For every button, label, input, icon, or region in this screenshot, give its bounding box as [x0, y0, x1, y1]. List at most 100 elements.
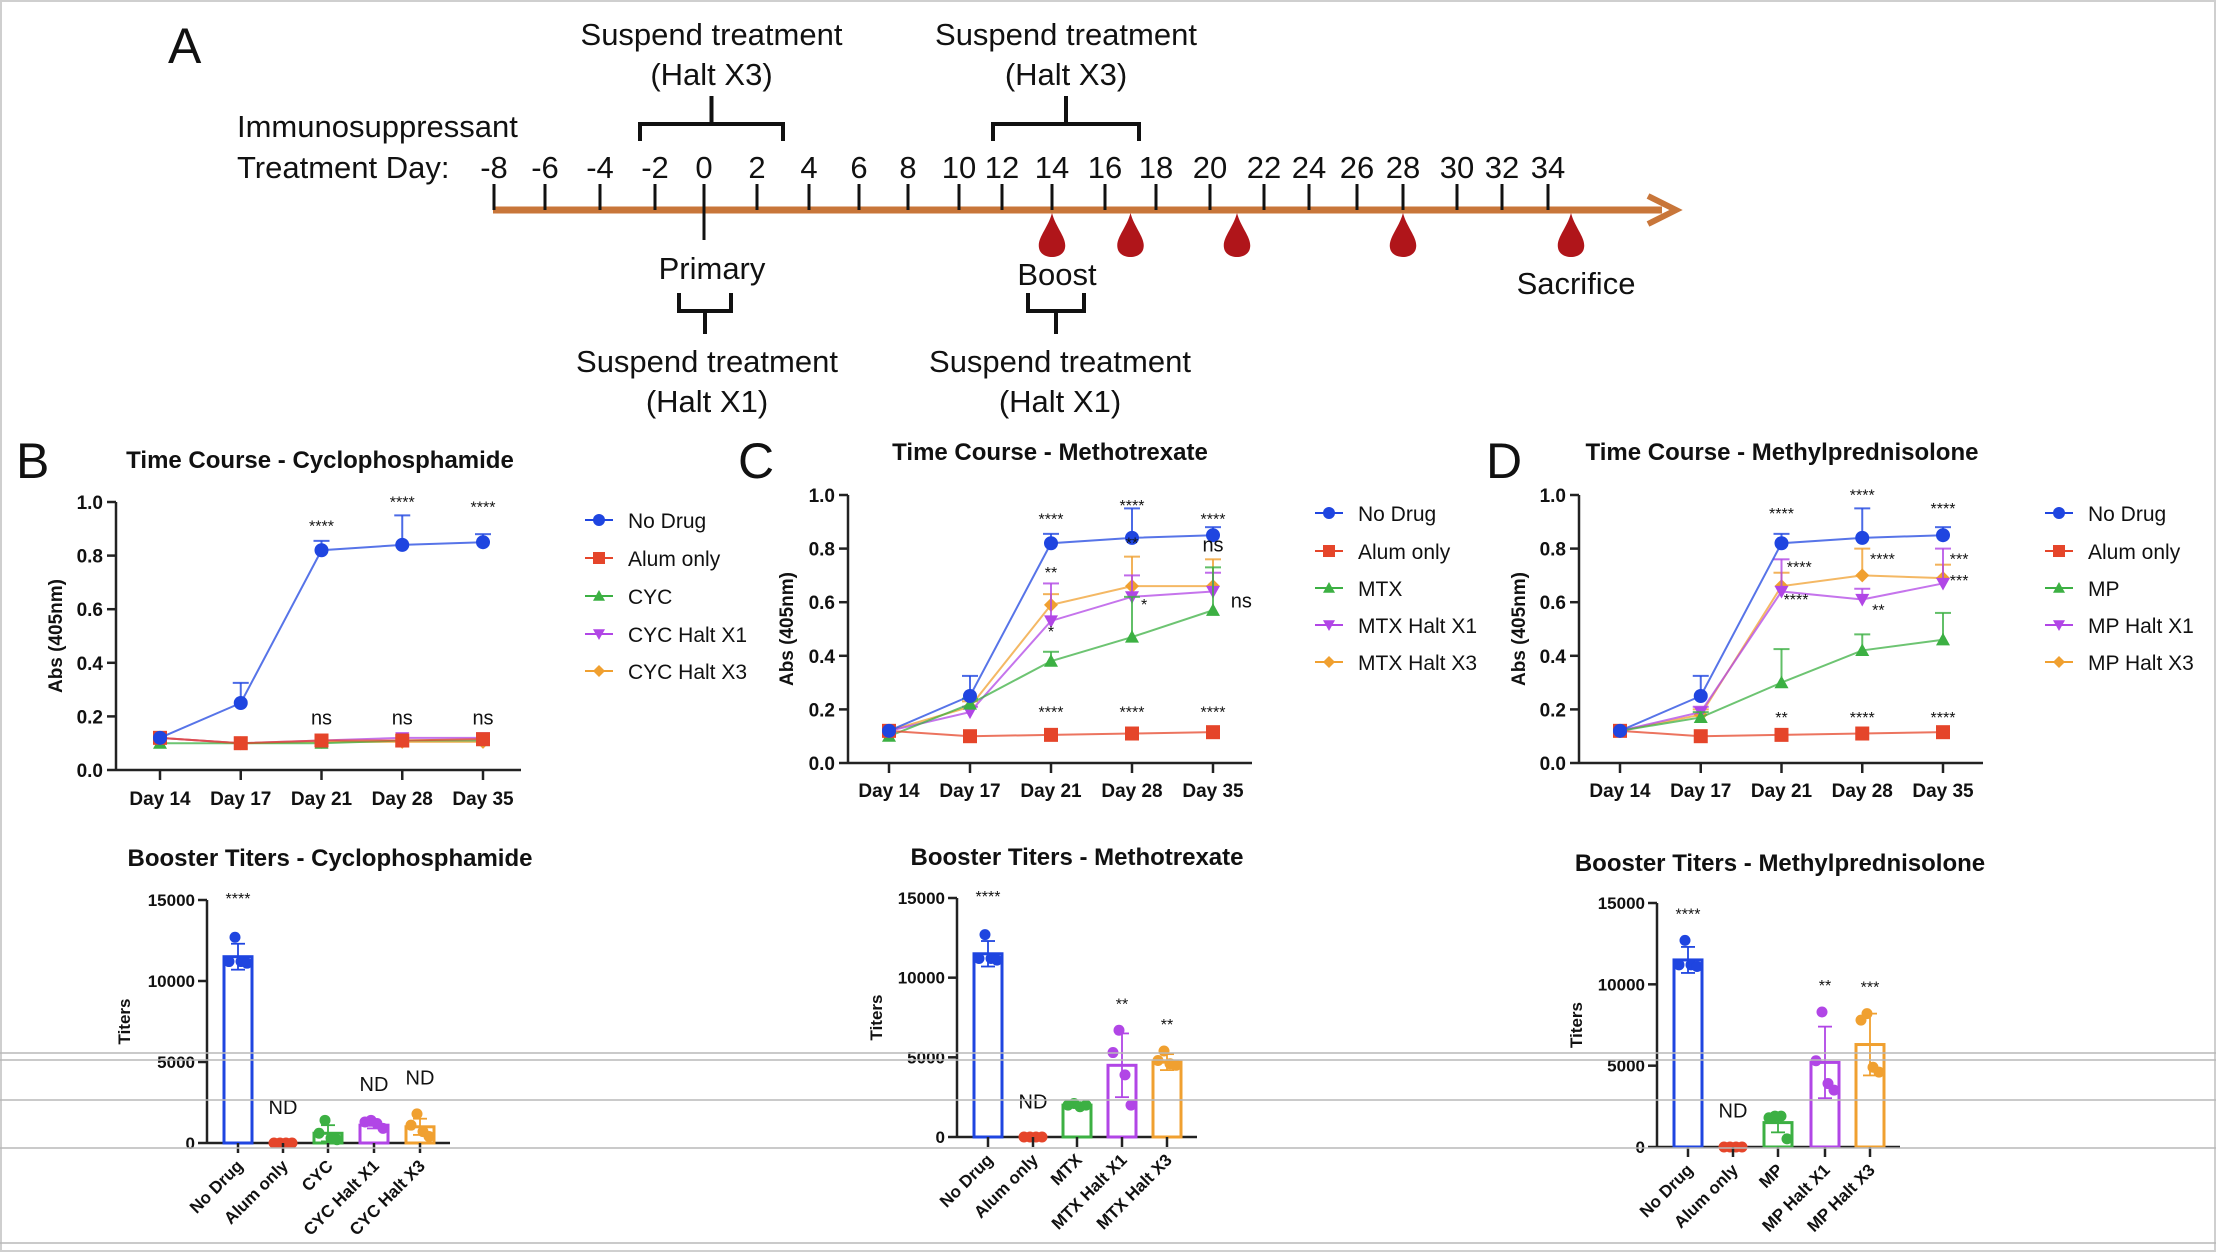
timeline-tick-label: 28 — [1386, 150, 1420, 185]
y-tick-label: 5000 — [1607, 1057, 1645, 1076]
y-tick-label: 0.2 — [1540, 700, 1566, 721]
y-tick-label: 10000 — [148, 972, 195, 991]
chart-title: Time Course - Methylprednisolone — [1586, 439, 1979, 466]
data-point — [1936, 528, 1950, 543]
time-course-chart: C Time Course - Methotrexate Abs (405nm) 0.… — [738, 433, 1477, 802]
series-mp-halt-x1 — [1613, 547, 1951, 738]
blood-drop-icon — [1223, 213, 1251, 257]
data-point — [377, 1122, 389, 1134]
timeline-tick-label: 10 — [942, 150, 976, 185]
legend-item: CYC — [585, 586, 672, 609]
data-point — [405, 1119, 417, 1131]
y-tick-label: 0 — [186, 1134, 195, 1153]
legend-label: No Drug — [1358, 503, 1436, 526]
significance-label: **** — [1120, 704, 1145, 721]
data-point — [979, 929, 991, 941]
data-point — [1763, 1112, 1775, 1124]
legend-label: Alum only — [2088, 541, 2181, 564]
significance-label: ** — [1161, 1017, 1173, 1034]
legend-item: Alum only — [2045, 541, 2181, 564]
panel-label: B — [16, 433, 49, 489]
data-point — [1828, 1084, 1840, 1096]
y-tick-label: 5000 — [157, 1053, 195, 1072]
timeline-panel: A Immunosuppressant Treatment Day: -8 -6 -4 -2… — [168, 17, 1683, 419]
legend-item: MP Halt X3 — [2045, 652, 2194, 675]
y-tick-label: 0.2 — [809, 700, 835, 721]
data-point — [1119, 1069, 1131, 1081]
data-point — [1206, 528, 1220, 543]
legend-marker-triangle-down-icon — [593, 629, 605, 640]
x-tick-label: Day 28 — [1101, 781, 1162, 802]
y-tick-label: 0.2 — [77, 707, 103, 728]
panel-label: D — [1486, 433, 1522, 489]
significance-label: ** — [1819, 978, 1831, 995]
significance-label: **** — [1039, 511, 1064, 528]
data-point — [153, 730, 167, 745]
data-point — [1936, 577, 1950, 591]
data-point — [963, 697, 977, 710]
legend-label: MTX Halt X1 — [1358, 615, 1477, 638]
timeline-tick-label: -4 — [586, 150, 614, 185]
significance-label: ** — [1045, 565, 1057, 582]
timeline-tick-label: 34 — [1531, 150, 1565, 185]
y-tick-label: 5000 — [907, 1048, 945, 1067]
significance-label: **** — [471, 500, 496, 517]
data-point — [1855, 726, 1870, 741]
chart-title: Time Course - Methotrexate — [892, 439, 1208, 466]
legend-label: No Drug — [628, 510, 706, 533]
halt-x3-label-line2: (Halt X3) — [1005, 57, 1127, 92]
timeline-axis-label-line1: Immunosuppressant — [237, 109, 518, 144]
data-point — [241, 957, 253, 969]
data-point — [882, 723, 896, 738]
data-point — [1693, 689, 1708, 703]
data-point — [1781, 1133, 1793, 1145]
data-point — [331, 1134, 343, 1146]
legend-item: Alum only — [1315, 541, 1451, 564]
timeline-axis-label-line2: Treatment Day: — [237, 150, 449, 185]
series-no-drug — [1613, 507, 1951, 738]
significance-label: **** — [1201, 511, 1226, 528]
y-tick-label: 0.0 — [1540, 754, 1566, 775]
legend-marker-triangle-down-icon — [2053, 620, 2065, 631]
timeline-tick-label: 26 — [1340, 150, 1374, 185]
halt-x1-label-line1: Suspend treatment — [929, 344, 1191, 379]
significance-label: **** — [1787, 560, 1812, 577]
data-point — [268, 1137, 280, 1149]
timeline-tick-label: 8 — [899, 150, 916, 185]
legend-label: Alum only — [628, 548, 721, 571]
data-point — [395, 733, 410, 748]
y-tick-label: 0.8 — [809, 540, 835, 561]
y-tick-label: 0.6 — [77, 600, 103, 621]
x-tick-label: Day 28 — [1832, 781, 1893, 802]
not-detected-label: ND — [360, 1074, 389, 1096]
legend-item: No Drug — [1315, 503, 1436, 526]
data-point — [1044, 727, 1058, 742]
data-point — [1775, 1110, 1787, 1122]
chart-title: Time Course - Cyclophosphamide — [126, 447, 514, 474]
y-tick-label: 10000 — [898, 969, 945, 988]
y-tick-label: 0.8 — [77, 547, 103, 568]
time-course-chart: B Time Course - Cyclophosphamide Abs (405n… — [16, 433, 747, 810]
data-point — [963, 689, 977, 703]
legend-label: MP Halt X3 — [2088, 652, 2194, 675]
legend-marker-circle-icon — [593, 514, 605, 526]
significance-label: **** — [1850, 710, 1875, 727]
halt-x1-label-line2: (Halt X1) — [646, 384, 768, 419]
data-point — [313, 1127, 325, 1139]
series-no-drug — [153, 514, 491, 745]
timeline-tick-label: 4 — [800, 150, 817, 185]
legend-marker-square-icon — [1323, 545, 1335, 557]
blood-drop-icon — [1389, 213, 1417, 257]
data-point — [1206, 725, 1220, 740]
timeline-tick-label: 2 — [748, 150, 765, 185]
legend-item: MTX — [1315, 578, 1402, 601]
legend-marker-triangle-up-icon — [593, 590, 605, 601]
panel-label: C — [738, 433, 774, 489]
data-point — [1693, 710, 1708, 724]
scan-lines — [0, 1052, 2216, 1244]
y-axis-label: Abs (405nm) — [777, 572, 798, 686]
not-detected-label: ND — [1719, 1101, 1748, 1123]
significance-label: **** — [1120, 498, 1145, 515]
x-tick-label: Day 17 — [939, 781, 1000, 802]
